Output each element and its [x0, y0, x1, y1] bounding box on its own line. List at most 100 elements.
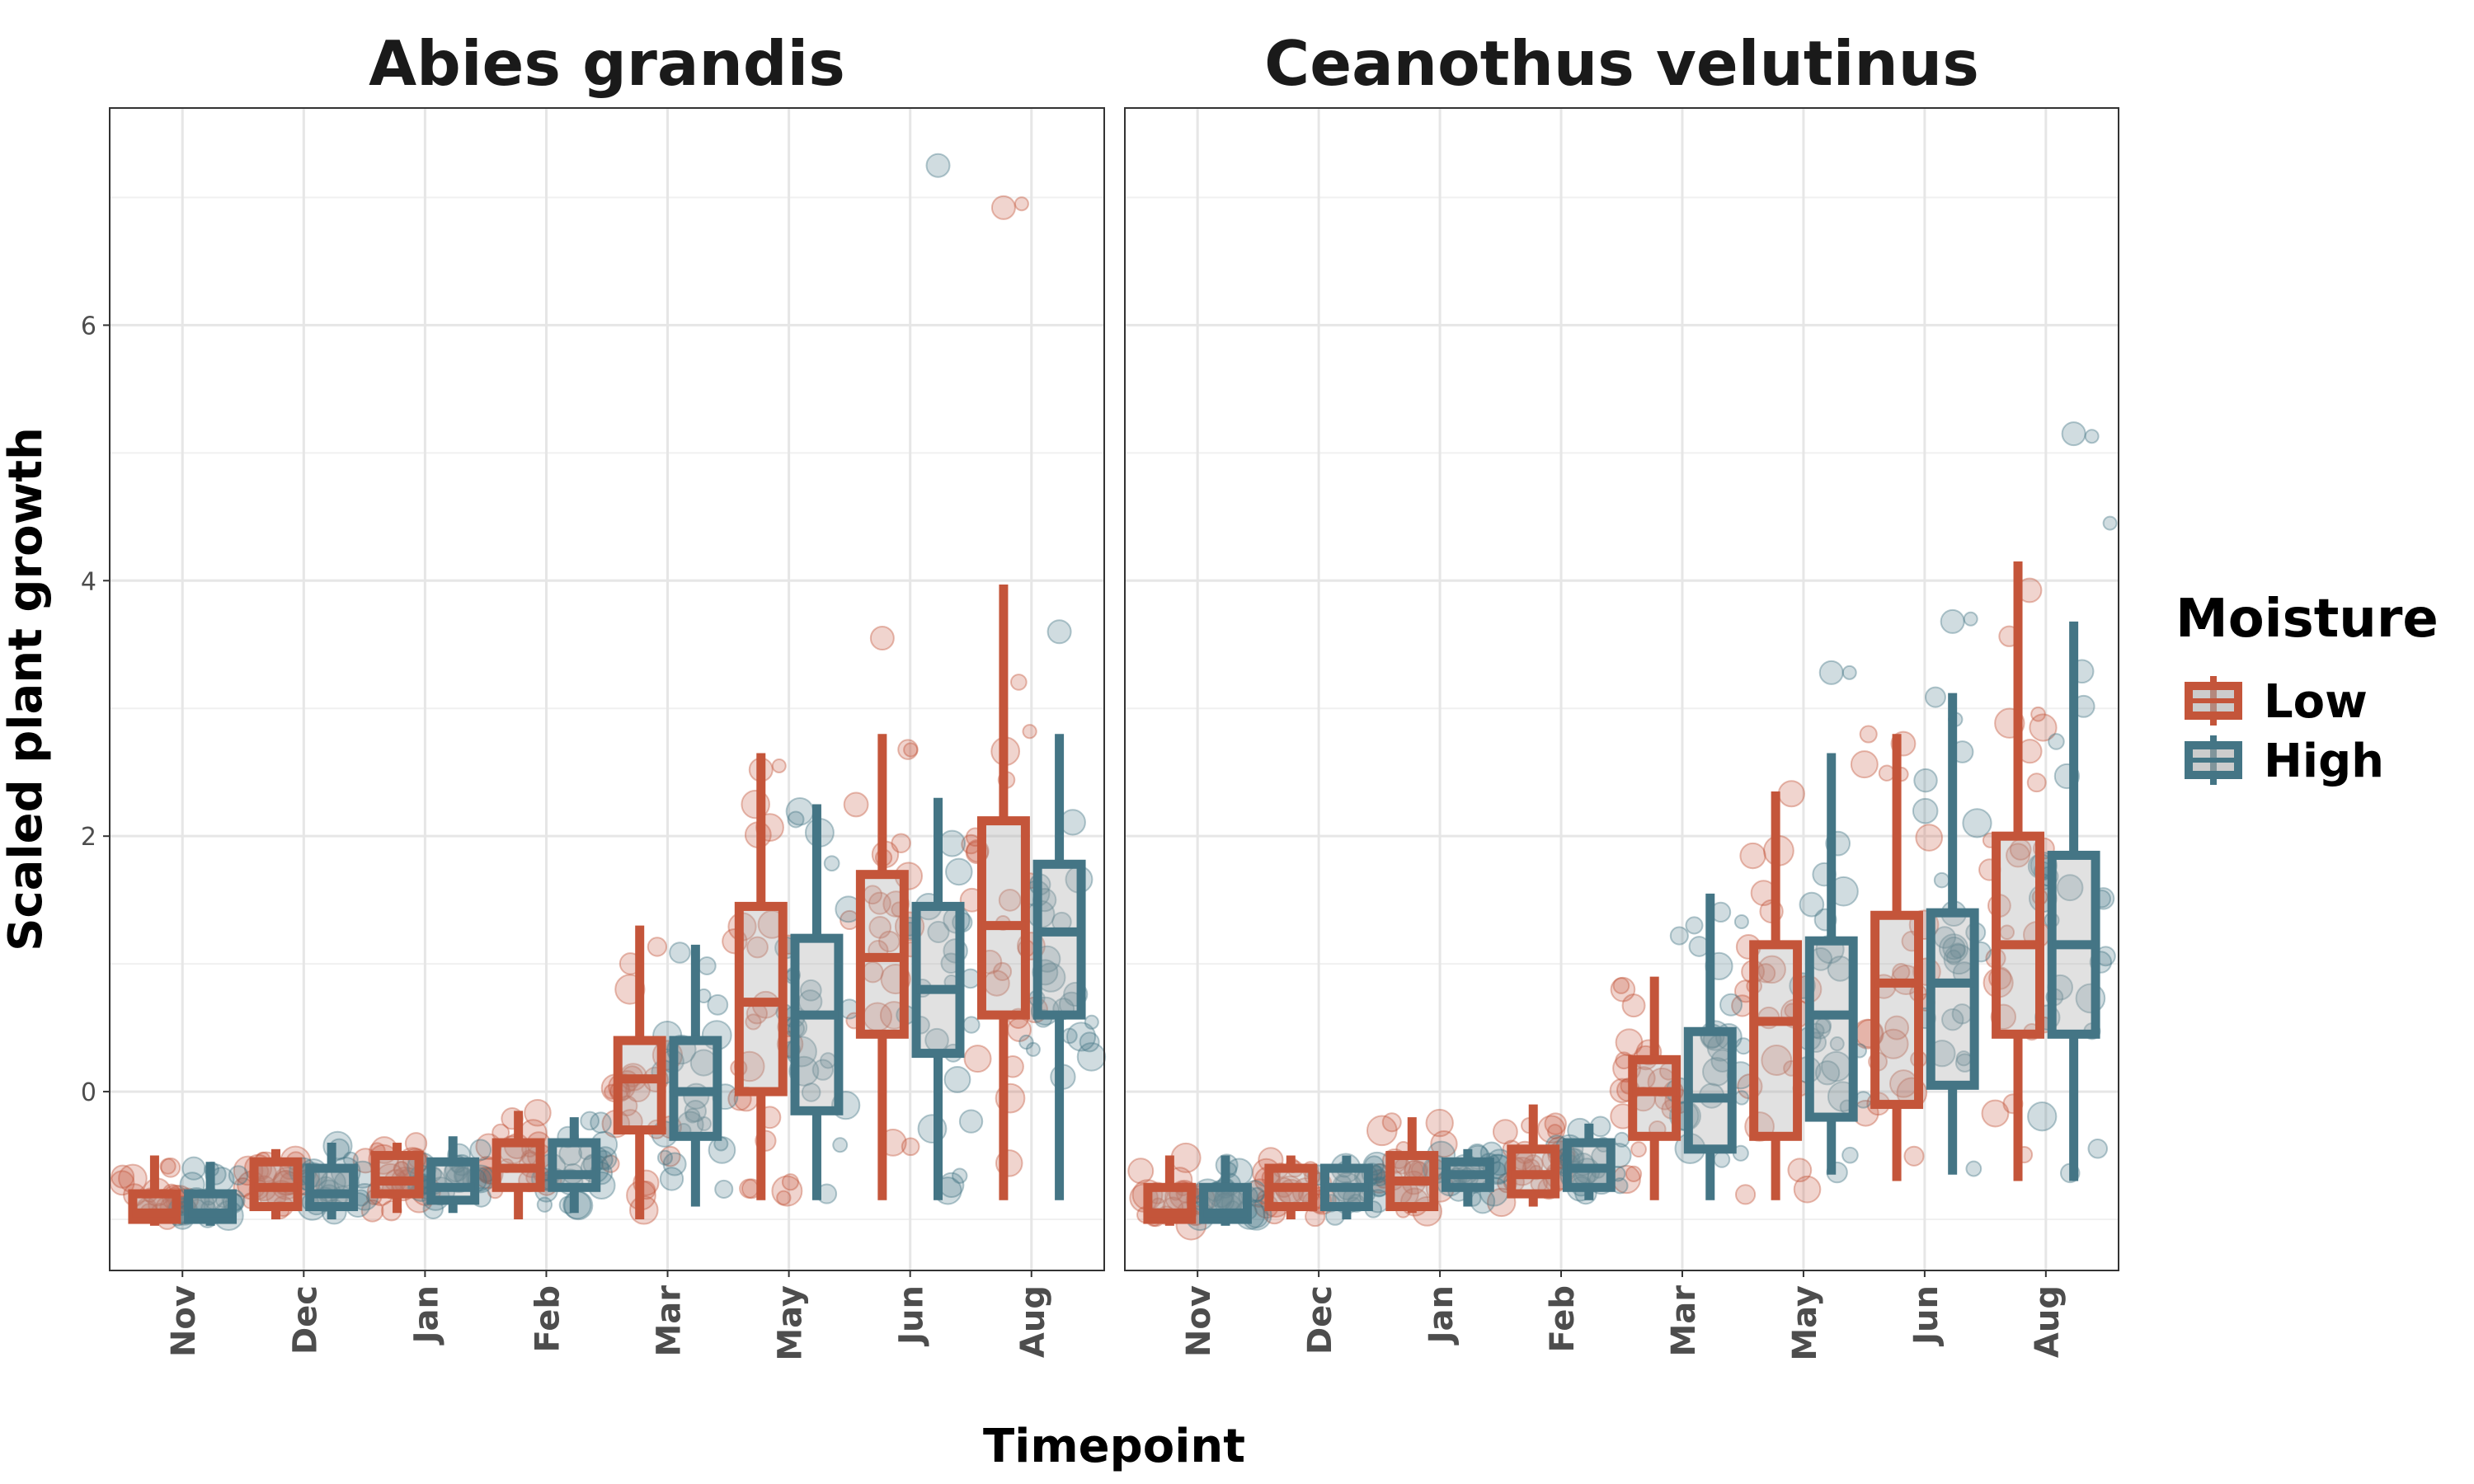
y-tick-label: 6 [81, 312, 96, 340]
outlier-point [990, 195, 1016, 220]
jitter-point [1079, 1031, 1100, 1053]
outlier-point [771, 758, 787, 773]
jitter-point [684, 1100, 707, 1123]
panel-ceanothus-velutinus: Ceanothus velutinus Nov Dec Jan Feb Mar May Ju… [1124, 27, 2119, 1361]
y-axis-title: Scaled plant growth [0, 427, 53, 951]
jitter-point [943, 1065, 971, 1093]
jitter-point [1912, 797, 1939, 824]
jitter-point [659, 1167, 684, 1191]
jitter-point [1787, 1158, 1813, 1183]
x-axis-ticks: Nov Dec Jan Feb Mar May Jun Aug [165, 1270, 1052, 1361]
x-tick-label: Dec [286, 1285, 324, 1355]
jitter-point [1757, 955, 1786, 984]
jitter-point [1614, 1131, 1630, 1148]
x-tick-label: Aug [2029, 1285, 2067, 1358]
panel-border [109, 107, 1105, 1271]
jitter-point [771, 1175, 803, 1207]
jitter-point [1761, 1045, 1793, 1076]
box-iqr [790, 933, 844, 1115]
jitter-point [469, 1139, 492, 1162]
jitter-point [832, 1137, 849, 1153]
jitter-point [696, 1115, 712, 1132]
jitter-point [1425, 1108, 1454, 1138]
jitter-point [776, 1190, 792, 1206]
outlier-point [1841, 665, 1857, 680]
x-tick-label: Aug [1014, 1285, 1052, 1358]
jitter-point [1685, 916, 1704, 935]
box-iqr [370, 1151, 424, 1199]
box-iqr [305, 1163, 359, 1212]
jitter-point [1536, 1115, 1566, 1144]
y-tick-label: 4 [81, 567, 96, 596]
jitter-point [745, 1013, 762, 1031]
jitter-point [1793, 1175, 1822, 1204]
panel-border [1124, 107, 2119, 1271]
box-iqr [1032, 859, 1086, 1020]
jitter-point [360, 1199, 384, 1223]
jitter-point [1713, 1151, 1731, 1168]
jitter-point [938, 829, 967, 857]
jitter-point [1733, 1090, 1750, 1106]
jitter-point [669, 942, 691, 964]
box-iqr [426, 1157, 480, 1205]
jitter-point [823, 855, 840, 872]
outlier-point [1818, 660, 1844, 685]
grid [1125, 108, 2119, 1270]
jitter-point [897, 739, 919, 760]
jitter-point [228, 1165, 249, 1186]
legend-key-high [2185, 735, 2242, 785]
box-iqr [1749, 940, 1803, 1141]
legend-label-low: Low [2264, 675, 2368, 729]
y-axis-ticks: 0 2 4 6 [81, 312, 110, 1107]
box-iqr [1628, 1054, 1681, 1141]
jitter-point [1981, 1099, 2010, 1128]
x-tick-label: May [772, 1285, 810, 1361]
outlier-point [1940, 608, 1965, 634]
outlier-point [1963, 611, 1978, 627]
outlier-point [1014, 196, 1029, 212]
box-iqr [548, 1138, 601, 1192]
jitter-point [1544, 1112, 1567, 1135]
x-tick-label: Mar [651, 1285, 689, 1357]
jitter-point [647, 937, 668, 957]
jitter-point [708, 1136, 736, 1164]
jitter-point [1059, 809, 1086, 836]
jitter-point [787, 810, 805, 829]
jitter-point [1009, 674, 1028, 691]
x-tick-label: Jan [407, 1285, 445, 1345]
jitter-point [868, 916, 892, 939]
jitter-point [181, 1156, 206, 1181]
jitter-point [1938, 933, 1969, 964]
x-axis-ticks: Nov Dec Jan Feb Mar May Jun Aug [1180, 1270, 2067, 1361]
jitter-point [1734, 1184, 1757, 1205]
jitter-point [891, 833, 911, 853]
jitter-point [524, 1098, 552, 1127]
jitter-point [1854, 1091, 1873, 1109]
jitter-point [1492, 1119, 1518, 1145]
box-iqr [1683, 1026, 1737, 1154]
x-tick-label: Mar [1665, 1285, 1703, 1357]
jitter-point [1022, 724, 1037, 740]
jitter-point [963, 1045, 992, 1073]
jitter-point [159, 1158, 176, 1175]
jitter-point [1962, 808, 1992, 838]
jitter-point [1719, 993, 1743, 1017]
jitter-point [1913, 768, 1938, 793]
box-iqr [613, 1036, 666, 1135]
grid [110, 108, 1104, 1270]
jitter-point [1814, 1060, 1841, 1086]
jitter-point [1127, 1158, 1155, 1185]
outlier-point [2061, 421, 2086, 447]
jitter-point [1841, 1146, 1859, 1164]
x-tick-label: Nov [1180, 1285, 1218, 1357]
jitter-point [393, 1161, 410, 1177]
jitter-point [927, 920, 950, 944]
x-axis-title: Timepoint [983, 1420, 1245, 1473]
legend-label-high: High [2264, 735, 2384, 788]
jitter-point [2056, 874, 2084, 902]
jitter-point [811, 1059, 834, 1081]
x-tick-label: Jun [1907, 1285, 1945, 1347]
jitter-point [1366, 1115, 1398, 1147]
